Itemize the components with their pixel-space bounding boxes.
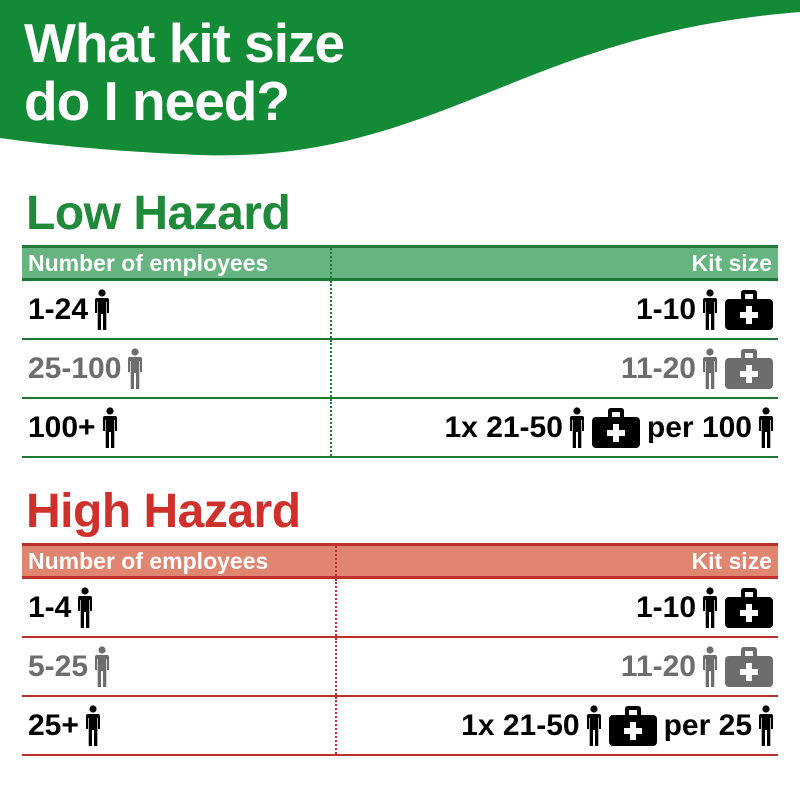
column-header-kit-size: Kit size bbox=[691, 547, 772, 574]
first-aid-kit-icon bbox=[725, 646, 773, 687]
employees-cell: 1-4 bbox=[28, 586, 93, 629]
person-icon bbox=[759, 704, 773, 746]
person-icon bbox=[569, 406, 584, 448]
table-row: 5-25 11-20 bbox=[22, 638, 778, 697]
table-header: Number of employees Kit size bbox=[22, 245, 778, 281]
page-title: What kit size do I need? bbox=[24, 12, 345, 132]
person-icon bbox=[102, 406, 117, 448]
kit-size-cell: 1-10 bbox=[636, 586, 774, 629]
table-header: Number of employees Kit size bbox=[22, 543, 778, 579]
person-icon bbox=[128, 347, 143, 389]
person-icon bbox=[703, 586, 717, 628]
column-header-employees: Number of employees bbox=[28, 249, 269, 276]
first-aid-kit-icon bbox=[725, 587, 773, 628]
table-row: 25-100 11-20 bbox=[22, 340, 778, 399]
first-aid-kit-icon bbox=[591, 407, 640, 448]
low-hazard-table: Number of employees Kit size 1-24 1-10 25… bbox=[22, 245, 778, 458]
first-aid-kit-icon bbox=[725, 289, 773, 330]
person-icon bbox=[703, 347, 717, 389]
person-icon bbox=[85, 704, 100, 746]
person-icon bbox=[703, 645, 717, 687]
first-aid-kit-icon bbox=[608, 705, 657, 746]
employees-cell: 25-100 bbox=[28, 347, 143, 390]
kit-size-cell: 11-20 bbox=[621, 347, 774, 390]
high-hazard-title: High Hazard bbox=[26, 485, 301, 538]
table-row: 1-24 1-10 bbox=[22, 281, 778, 340]
person-icon bbox=[759, 406, 773, 448]
kit-size-cell: 1x 21-50 per 100 bbox=[444, 406, 774, 449]
low-hazard-title: Low Hazard bbox=[26, 187, 291, 240]
column-header-employees: Number of employees bbox=[28, 547, 269, 574]
column-header-kit-size: Kit size bbox=[691, 249, 772, 276]
person-icon bbox=[703, 288, 717, 330]
person-icon bbox=[95, 645, 110, 687]
table-row: 25+ 1x 21-50 per 25 bbox=[22, 697, 778, 756]
first-aid-kit-icon bbox=[725, 348, 773, 389]
employees-cell: 5-25 bbox=[28, 645, 110, 688]
table-row: 1-4 1-10 bbox=[22, 579, 778, 638]
high-hazard-table: Number of employees Kit size 1-4 1-10 5-2… bbox=[22, 543, 778, 756]
person-icon bbox=[95, 288, 110, 330]
kit-size-cell: 1-10 bbox=[636, 288, 774, 331]
employees-cell: 25+ bbox=[28, 704, 101, 747]
header-banner bbox=[0, 0, 800, 156]
person-icon bbox=[586, 704, 601, 746]
kit-size-cell: 1x 21-50 per 25 bbox=[461, 704, 774, 747]
kit-size-cell: 11-20 bbox=[621, 645, 774, 688]
table-row: 100+ 1x 21-50 per 100 bbox=[22, 399, 778, 458]
employees-cell: 100+ bbox=[28, 406, 118, 449]
employees-cell: 1-24 bbox=[28, 288, 110, 331]
person-icon bbox=[78, 586, 93, 628]
